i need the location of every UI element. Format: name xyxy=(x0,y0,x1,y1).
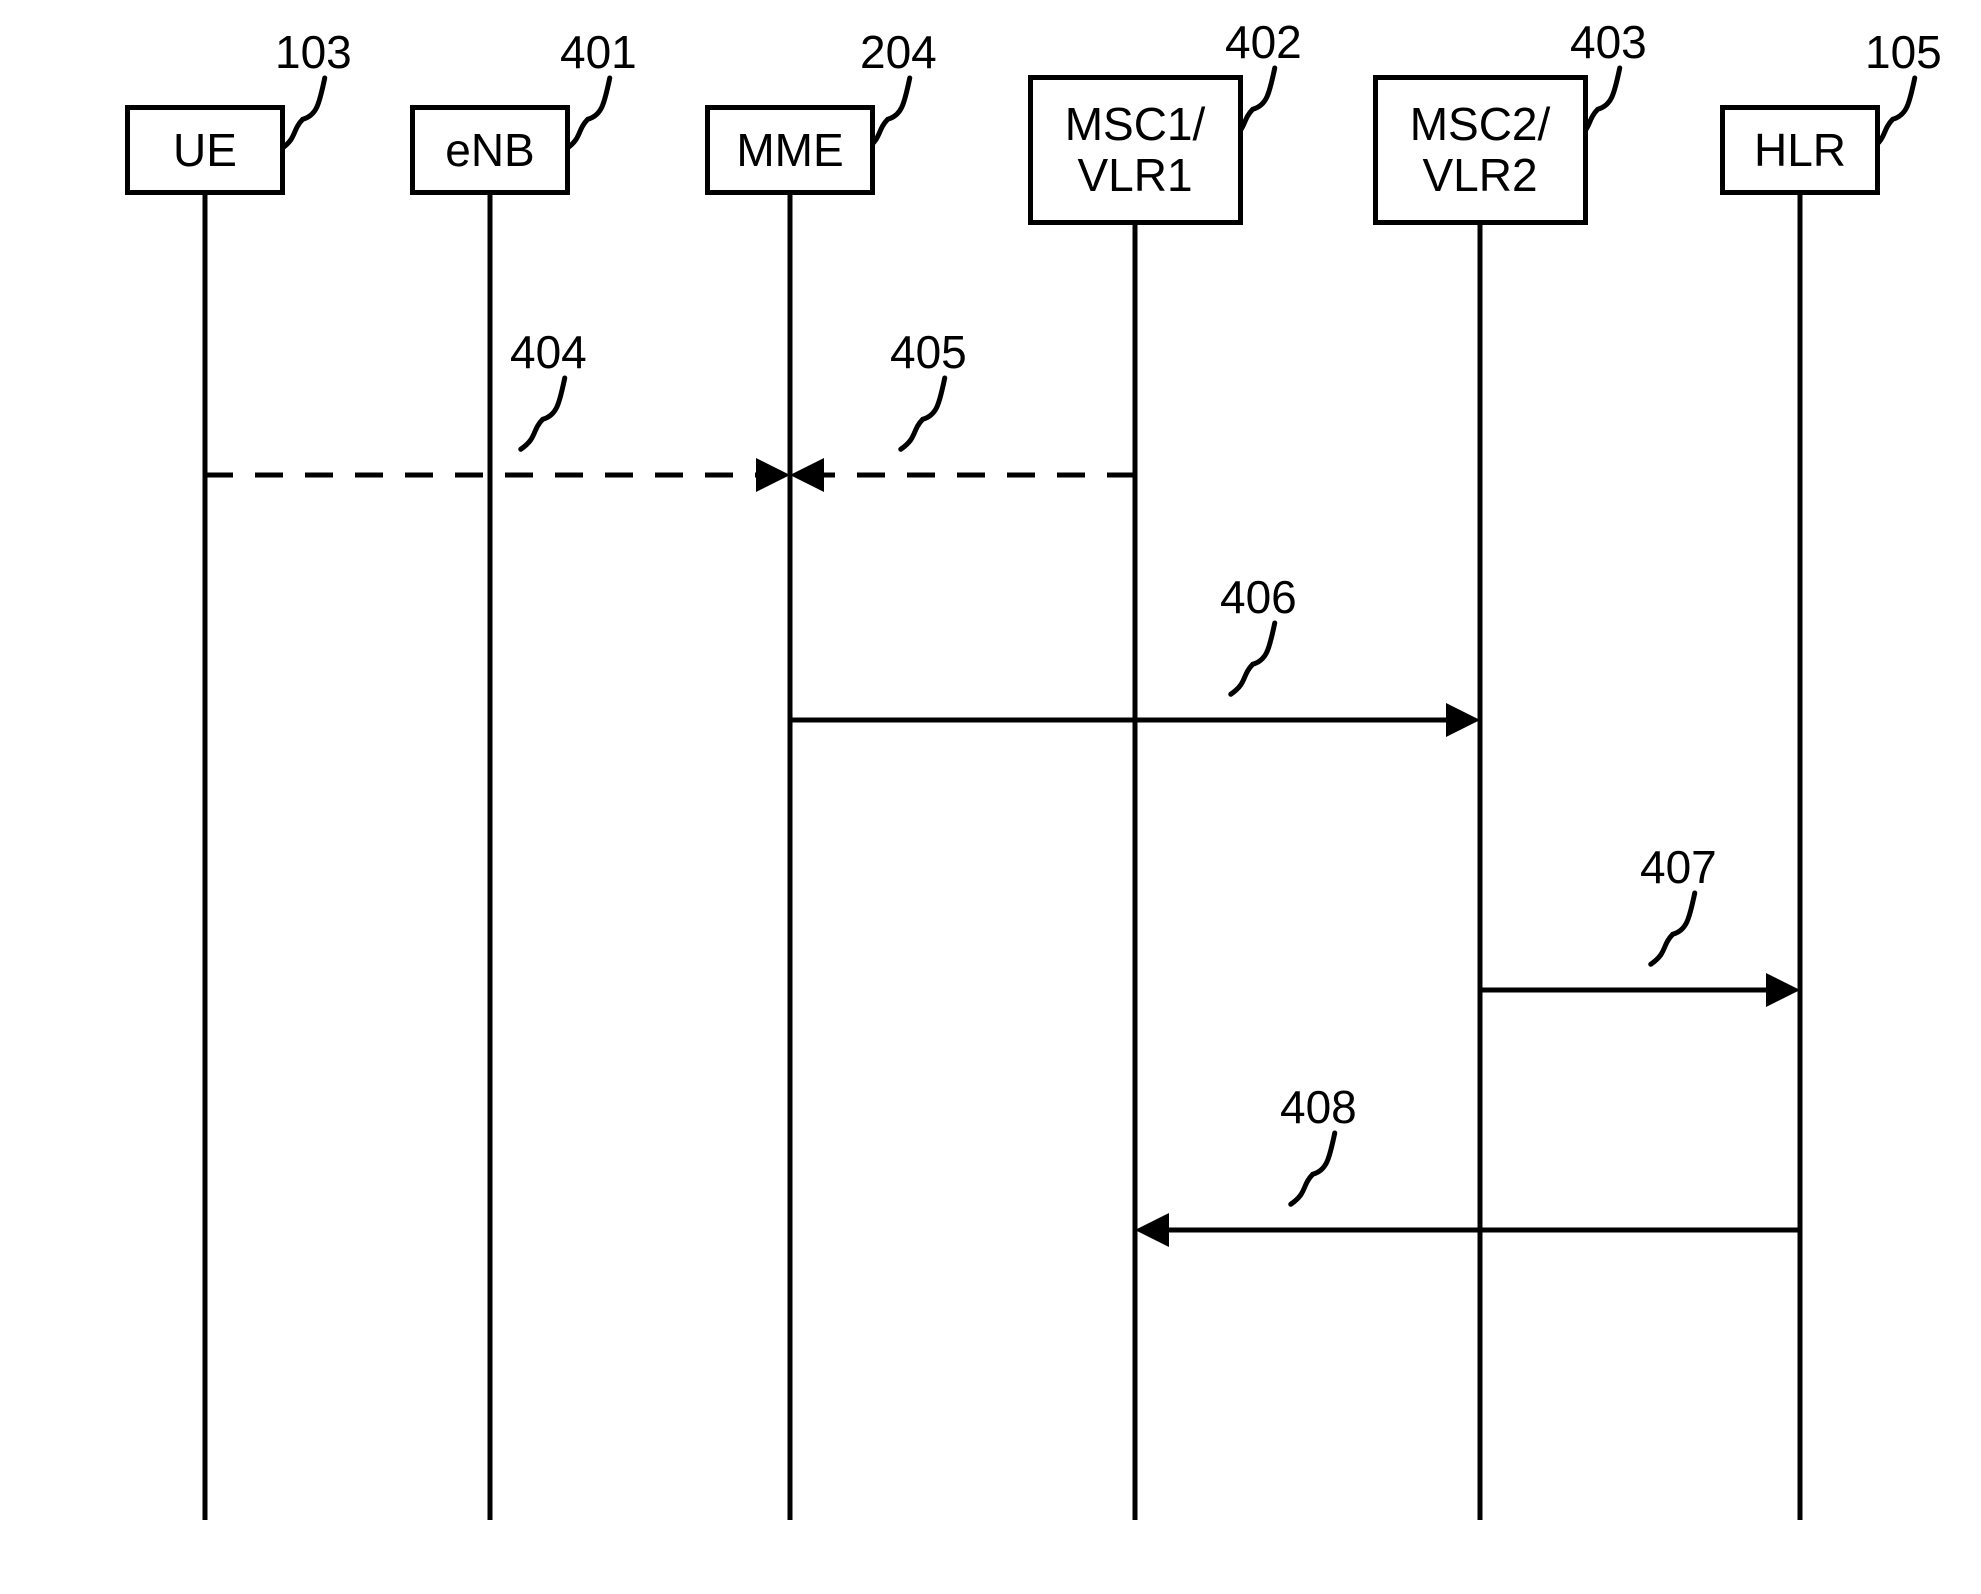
message-callout-m408: 408 xyxy=(1280,1080,1357,1134)
actor-callout-mme: 204 xyxy=(860,25,937,79)
actor-label-mme: MME xyxy=(736,125,843,176)
message-callout-m404: 404 xyxy=(510,325,587,379)
message-callout-m407: 407 xyxy=(1640,840,1717,894)
actor-callout-msc1: 402 xyxy=(1225,15,1302,69)
message-callout-m405: 405 xyxy=(890,325,967,379)
actor-callout-enb: 401 xyxy=(560,25,637,79)
actor-box-enb: eNB xyxy=(410,105,570,195)
actor-label-msc2: MSC2/VLR2 xyxy=(1410,99,1551,200)
actor-label-enb: eNB xyxy=(445,125,534,176)
actor-callout-ue: 103 xyxy=(275,25,352,79)
diagram-svg xyxy=(0,0,1981,1594)
actor-callout-msc2: 403 xyxy=(1570,15,1647,69)
actor-label-msc1: MSC1/VLR1 xyxy=(1065,99,1206,200)
actor-box-hlr: HLR xyxy=(1720,105,1880,195)
message-callout-m406: 406 xyxy=(1220,570,1297,624)
actor-box-ue: UE xyxy=(125,105,285,195)
actor-label-ue: UE xyxy=(173,125,237,176)
actor-box-msc1: MSC1/VLR1 xyxy=(1028,75,1243,225)
actor-box-msc2: MSC2/VLR2 xyxy=(1373,75,1588,225)
actor-callout-hlr: 105 xyxy=(1865,25,1942,79)
actor-box-mme: MME xyxy=(705,105,875,195)
actor-label-hlr: HLR xyxy=(1754,125,1846,176)
sequence-diagram: UE 103 eNB 401 MME 204 MSC1/VLR1 402 MSC2/VLR2 40… xyxy=(0,0,1981,1594)
